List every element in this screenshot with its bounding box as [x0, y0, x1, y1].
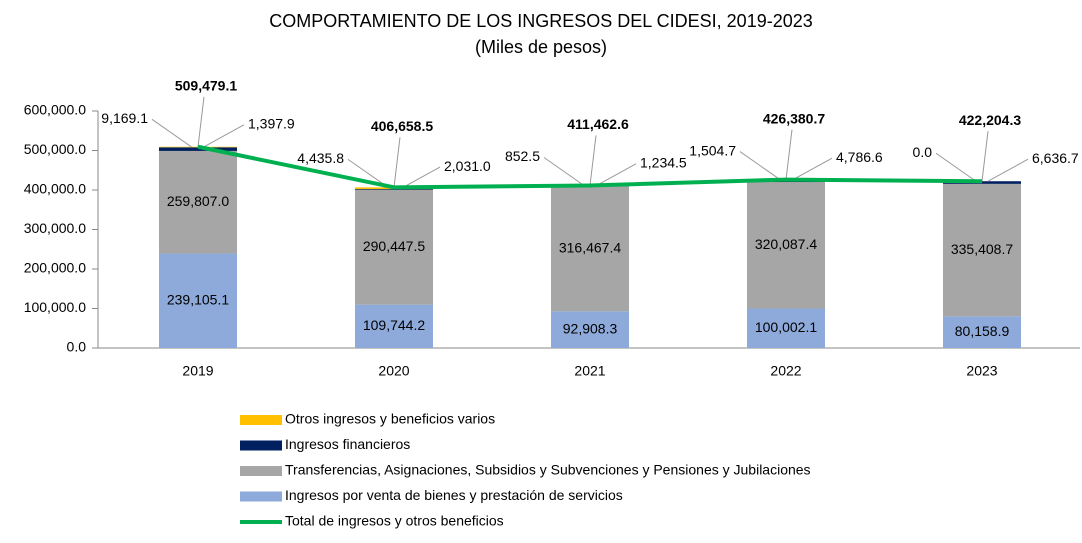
- x-tick-label: 2019: [182, 363, 213, 379]
- x-tick-label: 2023: [966, 363, 997, 379]
- bar-segment: [355, 189, 433, 190]
- data-label: 6,636.7: [1032, 150, 1079, 166]
- bar-segment: [355, 304, 433, 348]
- y-tick-label: 200,000.0: [24, 260, 86, 276]
- legend-swatch: [240, 440, 282, 451]
- leader-line: [987, 158, 1029, 182]
- data-label: 80,158.9: [955, 323, 1010, 339]
- leader-line: [935, 152, 977, 182]
- bar-segment: [943, 183, 1021, 317]
- chart-subtitle: (Miles de pesos): [475, 37, 607, 57]
- data-label: 290,447.5: [363, 238, 425, 254]
- y-tick-label: 300,000.0: [24, 220, 86, 236]
- bar-segment: [159, 150, 237, 254]
- total-label: 426,380.7: [763, 110, 825, 126]
- data-label: 4,435.8: [297, 150, 344, 166]
- leader-line: [203, 124, 245, 148]
- x-tick-label: 2020: [378, 363, 409, 379]
- y-tick-label: 600,000.0: [24, 102, 86, 118]
- data-label: 320,087.4: [755, 236, 817, 252]
- x-tick-label: 2021: [574, 363, 605, 379]
- legend-label: Transferencias, Asignaciones, Subsidios …: [285, 462, 811, 478]
- legend-label: Ingresos por venta de bienes y prestació…: [285, 487, 623, 503]
- legend-swatch: [240, 415, 282, 425]
- data-label: 92,908.3: [563, 320, 618, 336]
- leader-line: [197, 96, 205, 147]
- legend-swatch: [240, 491, 282, 502]
- y-tick-label: 400,000.0: [24, 181, 86, 197]
- leader-line: [981, 131, 989, 182]
- leader-line: [543, 157, 585, 186]
- y-tick-label: 0.0: [67, 339, 87, 355]
- leader-line: [589, 135, 597, 186]
- data-label: 239,105.1: [167, 291, 229, 307]
- legend-swatch: [240, 466, 282, 476]
- leader-line: [151, 118, 193, 148]
- bar-segment: [159, 147, 237, 151]
- data-label: 0.0: [913, 144, 933, 160]
- bar-segment: [159, 253, 237, 348]
- bar-segment: [551, 186, 629, 312]
- bar-segment: [747, 182, 825, 309]
- data-label: 9,169.1: [101, 110, 148, 126]
- data-label: 2,031.0: [444, 158, 491, 174]
- bar-segment: [943, 316, 1021, 348]
- bar-segment: [747, 308, 825, 348]
- total-line: [197, 144, 983, 190]
- data-label: 109,744.2: [363, 317, 425, 333]
- data-label: 316,467.4: [559, 240, 621, 256]
- data-label: 259,807.0: [167, 193, 229, 209]
- bar-segment: [943, 181, 1021, 184]
- leader-line: [393, 137, 401, 188]
- legend-label: Total de ingresos y otros beneficios: [285, 513, 504, 529]
- bar-segment: [551, 311, 629, 348]
- y-tick-label: 100,000.0: [24, 299, 86, 315]
- data-label: 852.5: [505, 148, 540, 164]
- x-tick-label: 2022: [770, 363, 801, 379]
- total-label: 406,658.5: [371, 118, 433, 134]
- data-label: 1,504.7: [689, 142, 736, 158]
- bar-segment: [355, 189, 433, 305]
- leader-line: [595, 163, 637, 187]
- total-label: 411,462.6: [567, 116, 629, 132]
- total-label: 422,204.3: [959, 112, 1021, 128]
- total-label: 509,479.1: [175, 77, 237, 93]
- data-label: 1,397.9: [248, 115, 295, 131]
- legend-label: Ingresos financieros: [285, 436, 410, 452]
- legend-label: Otros ingresos y beneficios varios: [285, 411, 495, 427]
- data-label: 4,786.6: [836, 149, 883, 165]
- leader-line: [791, 157, 833, 181]
- data-label: 335,408.7: [951, 241, 1013, 257]
- leader-line: [785, 129, 793, 180]
- data-label: 100,002.1: [755, 319, 817, 335]
- chart-title: COMPORTAMIENTO DE LOS INGRESOS DEL CIDES…: [269, 11, 813, 31]
- data-label: 1,234.5: [640, 155, 687, 171]
- y-tick-label: 500,000.0: [24, 141, 86, 157]
- leader-line: [739, 151, 781, 180]
